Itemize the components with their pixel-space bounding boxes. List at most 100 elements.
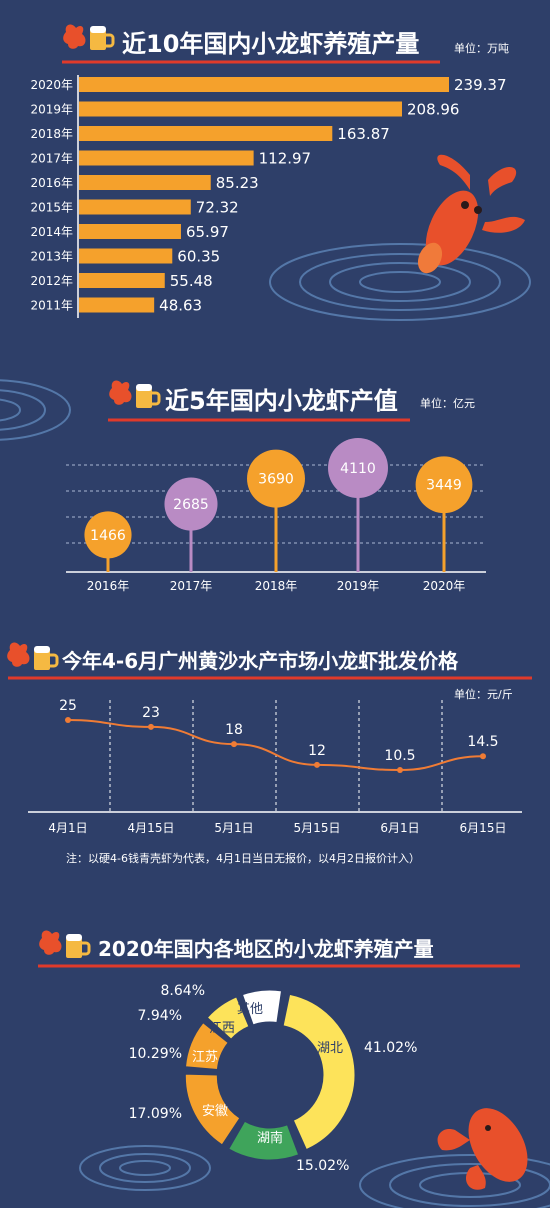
data-label: 14.5 [467, 734, 498, 750]
y-tick-label: 2014年 [30, 225, 73, 239]
lollipop-chart-marks: 1466 2016年 2685 2017年 3690 2018年 4110 2019年 3449… [84, 438, 473, 593]
x-tick-label: 4月15日 [128, 821, 175, 835]
beer-mug-icon [136, 384, 161, 408]
slice-label: 湖南 [257, 1130, 283, 1146]
data-label: 4110 [340, 461, 376, 477]
data-label: 48.63 [159, 297, 202, 315]
beer-mug-icon [66, 934, 91, 958]
slice-label: 其他 [237, 1002, 263, 1017]
slice-value-label: 41.02% [364, 1040, 417, 1056]
slice-value-label: 7.94% [138, 1008, 182, 1024]
bar [79, 77, 449, 92]
x-tick-label: 2019年 [337, 579, 380, 593]
data-label: 1466 [90, 528, 126, 544]
y-tick-label: 2012年 [30, 274, 73, 288]
data-label: 23 [142, 705, 160, 721]
y-tick-label: 2011年 [30, 299, 73, 313]
unit-label: 单位：亿元 [420, 396, 475, 410]
data-label: 3690 [258, 472, 294, 488]
x-tick-label: 2018年 [255, 579, 298, 593]
data-point [397, 767, 403, 773]
slice-value-label: 10.29% [129, 1046, 182, 1062]
x-tick-label: 6月1日 [380, 821, 419, 835]
lollipop-point [328, 438, 388, 498]
slice-label: 湖北 [317, 1041, 343, 1056]
data-label: 163.87 [337, 125, 390, 143]
data-point [148, 723, 154, 730]
lollipop-point [164, 477, 218, 531]
y-tick-label: 2019年 [30, 103, 73, 117]
x-tick-label: 6月15日 [460, 821, 507, 835]
crayfish-icon [63, 24, 86, 49]
data-label: 10.5 [384, 748, 415, 764]
x-tick-label: 2017年 [170, 579, 213, 593]
data-label: 3449 [426, 478, 462, 494]
data-label: 72.32 [196, 199, 239, 217]
data-point [314, 761, 320, 768]
data-point [480, 753, 486, 760]
chart-title: 近5年国内小龙虾产值 [165, 387, 398, 415]
slice-label: 江苏 [192, 1049, 218, 1065]
bar [79, 297, 155, 313]
data-label: 2685 [173, 497, 209, 513]
beer-mug-icon [90, 26, 115, 50]
data-point [231, 741, 237, 748]
vertical-dividers [109, 700, 443, 812]
bar [79, 224, 181, 239]
donut-slice [184, 1073, 241, 1146]
data-label: 55.48 [170, 272, 213, 290]
y-tick-label: 2017年 [30, 152, 73, 166]
data-point [65, 717, 71, 723]
data-label: 239.37 [454, 76, 507, 94]
section-output-value: 近5年国内小龙虾产值 单位：亿元 1466 2016年 2685 2017年 3690 2… [66, 380, 486, 593]
donut-chart-marks: 湖北 41.02% 湖南 15.02% 安徽 17.09% 江苏 10.29% 江西 7.94% 其… [129, 983, 418, 1174]
donut-slice [206, 996, 250, 1040]
slice-value-label: 17.09% [129, 1106, 182, 1122]
y-tick-label: 2020年 [30, 78, 73, 92]
lollipop-point [247, 449, 305, 508]
donut-slice [184, 1022, 229, 1071]
line-chart-marks: 25 4月1日 23 4月15日 18 5月1日 12 5月15日 10.5 6月1日 14.5 6月… [48, 698, 506, 835]
slice-label: 安徽 [202, 1104, 228, 1119]
bar [79, 150, 254, 166]
section-regional-share: 2020年国内各地区的小龙虾养殖产量 湖北 41.02% 湖南 15.02% 安徽 17.… [38, 930, 520, 1174]
chart-title: 近10年国内小龙虾养殖产量 [122, 30, 419, 58]
x-tick-label: 5月1日 [214, 821, 253, 835]
data-label: 208.96 [407, 101, 460, 119]
data-label: 112.97 [259, 150, 312, 168]
data-label: 60.35 [177, 248, 220, 266]
y-tick-label: 2013年 [30, 250, 73, 264]
data-label: 18 [225, 722, 243, 738]
chart-note: 注：以硬4-6钱青壳虾为代表，4月1日当日无报价，以4月2日报价计入） [66, 851, 420, 865]
data-label: 12 [308, 743, 326, 759]
unit-label: 单位：万吨 [454, 41, 509, 55]
data-label: 65.97 [186, 223, 229, 241]
chart-title: 2020年国内各地区的小龙虾养殖产量 [98, 937, 434, 961]
crayfish-icon [7, 642, 30, 667]
bar [79, 126, 333, 141]
x-tick-label: 5月15日 [294, 821, 341, 835]
section-annual-output: 近10年国内小龙虾养殖产量 单位：万吨 2020年 239.37 2019年 208.… [30, 24, 509, 318]
bar [79, 101, 402, 117]
data-label: 25 [59, 698, 77, 714]
section-wholesale-price: 今年4-6月广州黄沙水产市场小龙虾批发价格 单位：元/斤 25 4月1日 23 4月1… [7, 642, 532, 865]
slice-value-label: 8.64% [161, 983, 205, 999]
y-tick-label: 2018年 [30, 127, 73, 141]
crayfish-icon [39, 930, 62, 955]
donut-slice [241, 989, 283, 1026]
crayfish-icon [109, 380, 132, 405]
price-line [67, 719, 484, 772]
slice-value-label: 15.02% [296, 1158, 349, 1174]
crayfish-illustration-bottom [437, 1108, 528, 1190]
lollipop-point [415, 456, 473, 514]
y-tick-label: 2015年 [30, 201, 73, 215]
crayfish-illustration [417, 154, 525, 274]
bar-chart-marks: 2020年 239.37 2019年 208.96 2018年 163.87 2017年 11… [30, 76, 506, 315]
y-tick-label: 2016年 [30, 176, 73, 190]
bar [79, 248, 173, 264]
chart-title: 今年4-6月广州黄沙水产市场小龙虾批发价格 [62, 649, 459, 673]
lollipop-point [84, 511, 132, 559]
x-tick-label: 2020年 [423, 579, 466, 593]
bar [79, 199, 191, 215]
